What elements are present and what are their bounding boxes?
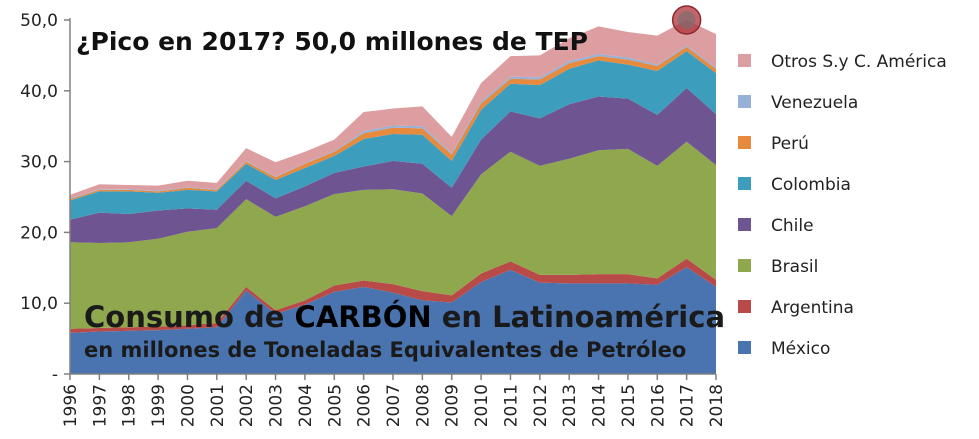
x-tick-label: 2011 [501,384,521,427]
x-tick-label: 2008 [413,384,433,427]
peak-marker-inner [677,11,696,29]
area-series-0 [70,267,716,374]
x-tick-label: 2015 [619,384,639,427]
chart-subtitle: en millones de Toneladas Equivalentes de… [84,338,686,362]
legend-label: México [771,339,830,359]
y-tick-label: 40,0 [20,82,58,102]
x-tick-label: 1996 [61,384,81,427]
x-tick-label: 2017 [678,384,698,427]
legend-label: Venezuela [771,93,858,113]
y-axis-ticks: - 10,0 20,0 30,0 40,0 50,0 [20,11,70,385]
chart-title-prefix: Consumo de [84,300,295,334]
y-tick-label: 20,0 [20,223,58,243]
y-tick-label: 30,0 [20,153,58,173]
area-series-3 [70,87,716,244]
area-series-1 [70,258,716,333]
x-axis-ticks: 1996 1997 1998 1999 2000 2001 2002 2003 2004 2005… [61,374,727,427]
legend-label: Perú [771,134,809,154]
chart-title: Consumo de CARBÓN en Latinoamérica [84,300,725,334]
x-tick-label: 2001 [208,384,228,427]
x-tick-label: 2006 [355,384,375,427]
legend-swatch [738,259,751,272]
legend-swatch [738,341,751,354]
legend-swatch [738,300,751,313]
x-tick-label: 2003 [267,384,287,427]
peak-highlight [671,5,702,35]
legend-label: Argentina [771,298,854,318]
legend-label: Chile [771,216,814,236]
x-tick-label: 2007 [384,384,404,427]
legend-swatch [738,136,751,149]
x-tick-label: 2000 [178,384,198,427]
x-tick-label: 2004 [296,384,316,427]
area-series-2 [70,141,716,329]
x-tick-label: 1998 [120,384,140,427]
chart-title-suffix: en Latinoamérica [432,300,725,334]
y-tick-label: - [52,365,58,385]
y-tick-label: 50,0 [20,11,58,31]
stacked-areas [70,20,716,374]
y-tick-label: 10,0 [20,294,58,314]
legend-label: Otros S.y C. América [771,52,947,72]
x-tick-label: 2009 [443,384,463,427]
x-tick-label: 2010 [472,384,492,427]
legend-swatch [738,218,751,231]
legend-label: Brasil [771,257,818,277]
x-tick-label: 2016 [648,384,668,427]
x-tick-label: 2002 [237,384,257,427]
peak-annotation: ¿Pico en 2017? 50,0 millones de TEP [76,27,588,56]
x-tick-label: 2005 [325,384,345,427]
legend-swatch [738,95,751,108]
x-tick-label: 2014 [590,384,610,427]
chart-title-emphasis: CARBÓN [295,300,432,334]
legend: Otros S.y C. América Venezuela Perú Colombi… [738,52,947,359]
x-tick-label: 1997 [90,384,110,427]
x-tick-label: 1999 [149,384,169,427]
x-tick-label: 2013 [560,384,580,427]
area-series-7 [70,20,716,199]
x-tick-label: 2018 [707,384,727,427]
legend-swatch [738,54,751,67]
x-tick-label: 2012 [531,384,551,427]
legend-swatch [738,177,751,190]
legend-label: Colombia [771,175,851,195]
